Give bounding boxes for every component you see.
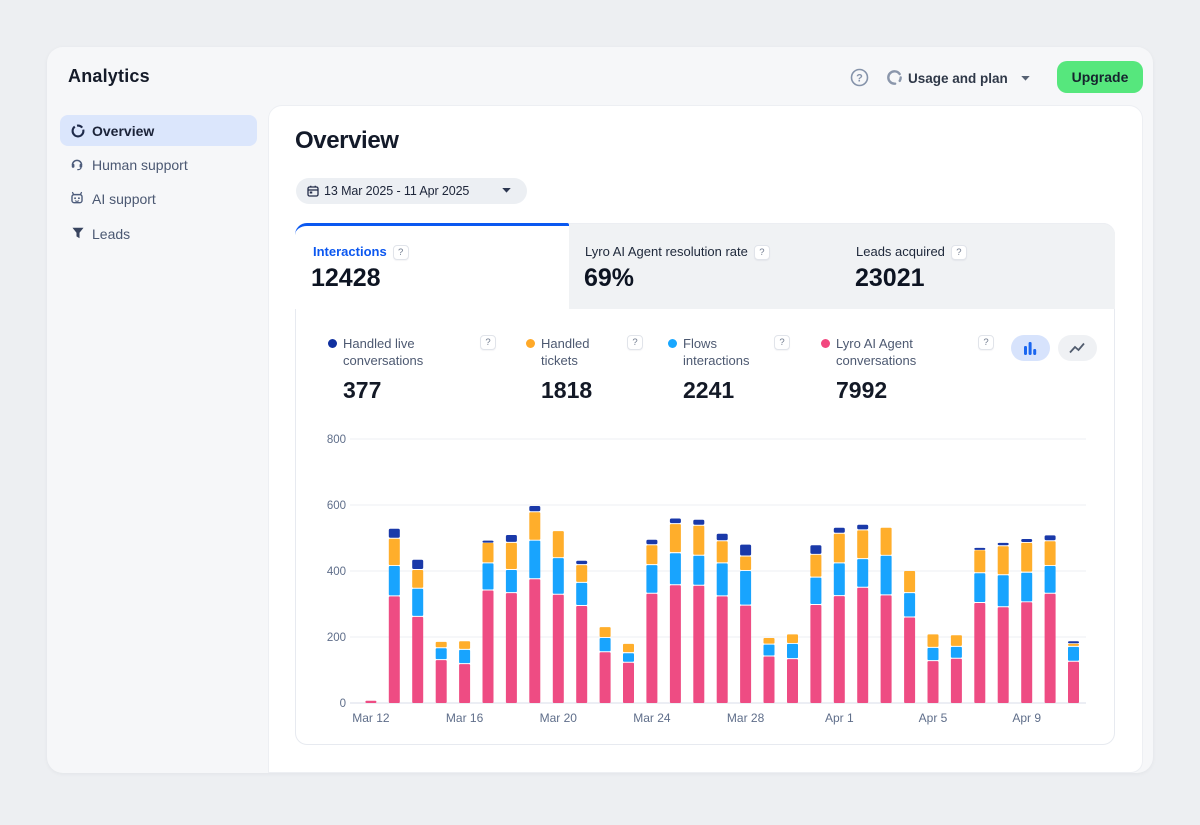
svg-text:200: 200 xyxy=(327,632,346,644)
svg-text:400: 400 xyxy=(327,566,346,578)
svg-text:800: 800 xyxy=(327,434,346,446)
svg-text:Apr 9: Apr 9 xyxy=(1012,711,1041,725)
svg-text:?: ? xyxy=(856,73,863,85)
svg-text:600: 600 xyxy=(327,500,346,512)
svg-text:Mar 16: Mar 16 xyxy=(446,711,484,725)
svg-text:Apr 1: Apr 1 xyxy=(825,711,854,725)
svg-text:Apr 5: Apr 5 xyxy=(919,711,948,725)
svg-text:Mar 24: Mar 24 xyxy=(633,711,671,725)
svg-text:0: 0 xyxy=(340,698,346,710)
svg-text:Mar 20: Mar 20 xyxy=(540,711,578,725)
svg-text:Mar 12: Mar 12 xyxy=(352,711,390,725)
svg-text:Mar 28: Mar 28 xyxy=(727,711,765,725)
